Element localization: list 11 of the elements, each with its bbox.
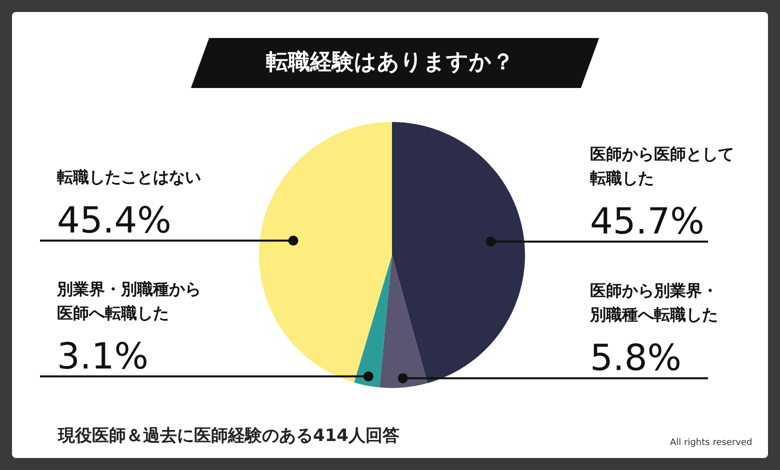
slice-label: 別業界・別職種から医師へ転職した	[56, 279, 201, 322]
data-label: 5.8%	[590, 338, 682, 380]
data-label: 45.4%	[57, 200, 172, 242]
text: All rights reserved	[670, 438, 752, 448]
chart-title: 転職経験はありますか？	[265, 49, 515, 77]
data-label: 45.7%	[590, 202, 704, 243]
text: 現役医師＆過去に医師経験のある414人回答	[58, 425, 400, 447]
slice-label: 医師から別業界・別職種へ転職した	[589, 281, 718, 324]
slice-label: 転職したことはない	[57, 168, 201, 187]
data-label: 3.1%	[57, 336, 148, 378]
slice-label: 医師から医師として転職した	[590, 144, 734, 188]
